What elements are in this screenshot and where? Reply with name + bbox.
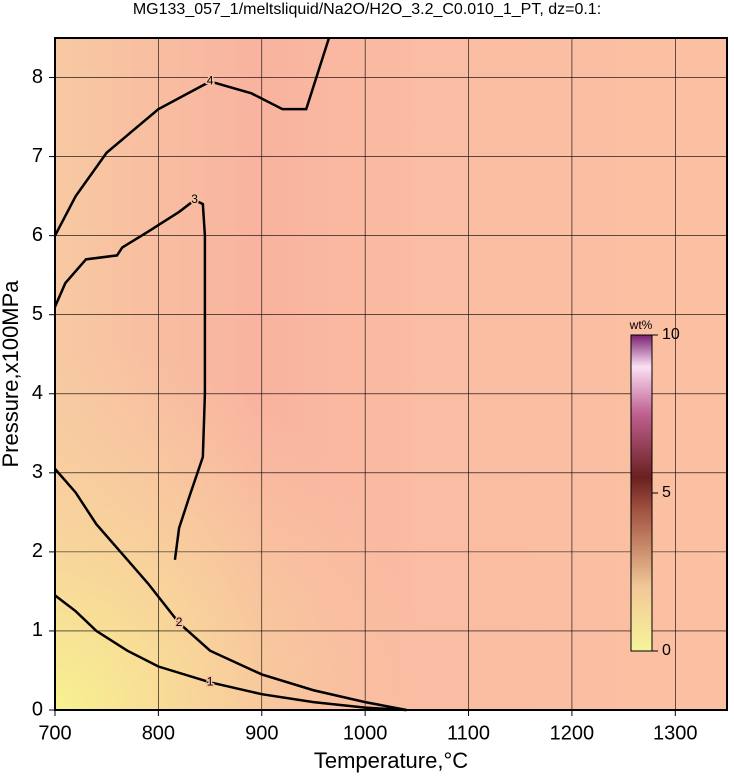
y-tick-label: 2 bbox=[32, 540, 43, 562]
x-tick-label: 1100 bbox=[447, 722, 490, 744]
chart-title: MG133_057_1/meltsliquid/Na2O/H2O_3.2_C0.… bbox=[133, 1, 601, 18]
contour-line bbox=[53, 37, 331, 237]
colorbar-tick-label: 10 bbox=[662, 326, 680, 343]
y-tick-label: 3 bbox=[32, 461, 43, 483]
contour-line bbox=[53, 198, 207, 560]
contour-line bbox=[54, 468, 407, 712]
x-tick-label: 1300 bbox=[653, 722, 698, 744]
colorbar bbox=[630, 334, 653, 652]
contour-label: 2 bbox=[176, 615, 183, 629]
y-tick-label: 0 bbox=[32, 698, 43, 720]
x-tick-label: 1000 bbox=[343, 722, 388, 744]
colorbar-label: wt% bbox=[629, 318, 653, 332]
y-axis-title: Pressure,x100MPa bbox=[0, 280, 23, 468]
frame bbox=[54, 37, 728, 711]
y-tick-label: 1 bbox=[32, 619, 43, 641]
y-tick-label: 5 bbox=[32, 303, 43, 325]
contour-line bbox=[54, 594, 407, 712]
contour-label: 3 bbox=[191, 192, 198, 206]
x-tick-label: 800 bbox=[142, 722, 175, 744]
x-tick-label: 1200 bbox=[550, 722, 595, 744]
x-tick-label: 700 bbox=[38, 722, 71, 744]
colorbar-tick-label: 5 bbox=[662, 484, 671, 501]
y-tick-label: 4 bbox=[32, 382, 43, 404]
contour-label: 1 bbox=[207, 675, 214, 689]
contour-label: 4 bbox=[207, 74, 214, 88]
field-shade bbox=[55, 38, 727, 710]
y-tick-label: 8 bbox=[32, 66, 43, 88]
y-tick-label: 7 bbox=[32, 145, 43, 167]
x-tick-label: 900 bbox=[245, 722, 278, 744]
colorbar-tick-label: 0 bbox=[662, 642, 671, 659]
x-axis-title: Temperature,°C bbox=[314, 748, 468, 773]
y-tick-label: 6 bbox=[32, 224, 43, 246]
